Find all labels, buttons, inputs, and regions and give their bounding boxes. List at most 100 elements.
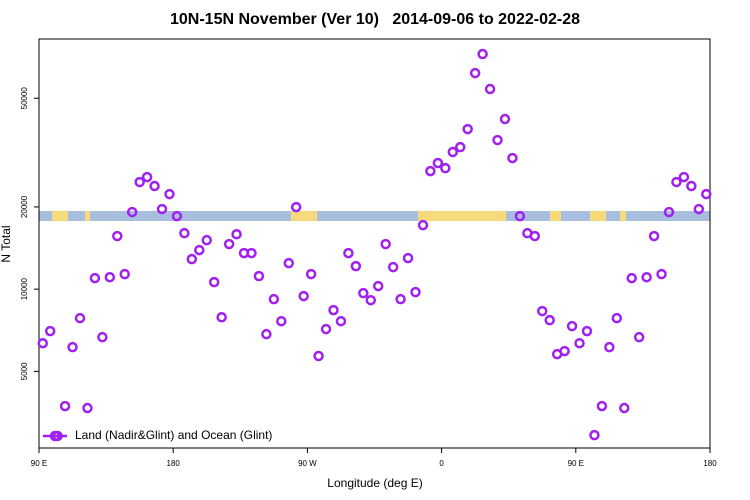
point — [417, 219, 429, 231]
point — [514, 210, 526, 222]
point — [320, 323, 332, 335]
point — [559, 345, 570, 357]
point — [693, 203, 705, 215]
point — [663, 206, 675, 218]
point — [462, 123, 473, 135]
point — [633, 331, 645, 343]
point — [186, 253, 198, 265]
point — [223, 238, 235, 250]
point — [246, 247, 257, 259]
point — [611, 312, 623, 324]
y-tick-label: 20000 — [20, 195, 29, 218]
point — [119, 268, 130, 280]
x-tick-label: 0 — [439, 459, 444, 468]
point — [469, 67, 481, 79]
point — [492, 134, 503, 146]
point — [179, 227, 190, 239]
point — [149, 180, 160, 192]
point — [104, 271, 116, 283]
plot-frame — [38, 38, 711, 449]
y-tick-label: 50000 — [20, 87, 29, 110]
y-tick-label: 10000 — [20, 277, 29, 300]
point — [82, 402, 93, 414]
y-tick-label: 5000 — [20, 362, 29, 380]
x-tick-label: 180 — [703, 459, 717, 468]
point — [283, 257, 295, 269]
legend-label: Land (Nadir&Glint) and Ocean (Glint) — [75, 428, 272, 442]
point — [589, 429, 600, 441]
point — [156, 203, 168, 215]
point — [358, 287, 369, 299]
point — [440, 162, 451, 174]
point — [454, 141, 466, 153]
point — [596, 400, 608, 412]
point — [507, 152, 518, 164]
point — [216, 311, 227, 323]
point — [477, 48, 488, 60]
point — [112, 230, 123, 242]
point — [499, 113, 511, 125]
land-ocean-strip — [39, 211, 710, 221]
point — [350, 260, 362, 272]
x-tick-label: 90 E — [31, 459, 47, 468]
point — [365, 294, 377, 306]
point — [626, 272, 637, 284]
point — [484, 83, 496, 95]
point — [89, 272, 101, 284]
chart-title: 10N-15N November (Ver 10) 2014-09-06 to … — [170, 11, 580, 28]
point — [164, 188, 175, 200]
point — [298, 290, 309, 302]
point — [410, 286, 421, 298]
point — [141, 171, 153, 183]
point — [574, 337, 585, 349]
point — [641, 271, 652, 283]
point — [566, 320, 578, 332]
point — [648, 230, 660, 242]
x-tick-label: 90 W — [298, 459, 317, 468]
point — [529, 230, 541, 242]
point — [656, 268, 667, 280]
point — [447, 146, 459, 158]
point — [678, 171, 690, 183]
point — [380, 238, 391, 250]
x-tick-label: 90 E — [568, 459, 584, 468]
point — [328, 304, 339, 316]
x-axis-label: Longitude (deg E) — [327, 476, 422, 490]
point — [268, 293, 280, 305]
point — [619, 402, 630, 414]
point — [335, 315, 347, 327]
point — [305, 268, 317, 280]
point — [701, 188, 712, 200]
legend-marker — [49, 430, 61, 442]
point — [97, 331, 108, 343]
point — [425, 165, 436, 177]
point — [671, 176, 682, 188]
point — [231, 228, 242, 240]
point — [686, 180, 697, 192]
point — [432, 157, 444, 169]
point — [387, 261, 399, 273]
point — [313, 350, 324, 362]
point — [276, 315, 287, 327]
point — [290, 201, 302, 213]
y-axis-label: N Total — [0, 225, 13, 262]
point — [581, 325, 593, 337]
point — [544, 314, 555, 326]
point — [67, 341, 78, 353]
point — [372, 280, 384, 292]
point — [402, 252, 414, 264]
point — [194, 244, 205, 256]
x-tick-label: 180 — [167, 459, 181, 468]
point — [261, 328, 272, 340]
point — [201, 234, 212, 246]
point — [343, 247, 354, 259]
point — [604, 341, 615, 353]
point — [59, 400, 71, 412]
point — [74, 312, 86, 324]
point — [171, 210, 183, 222]
point — [395, 293, 406, 305]
point — [44, 325, 56, 337]
point — [208, 276, 220, 288]
point — [253, 270, 265, 282]
